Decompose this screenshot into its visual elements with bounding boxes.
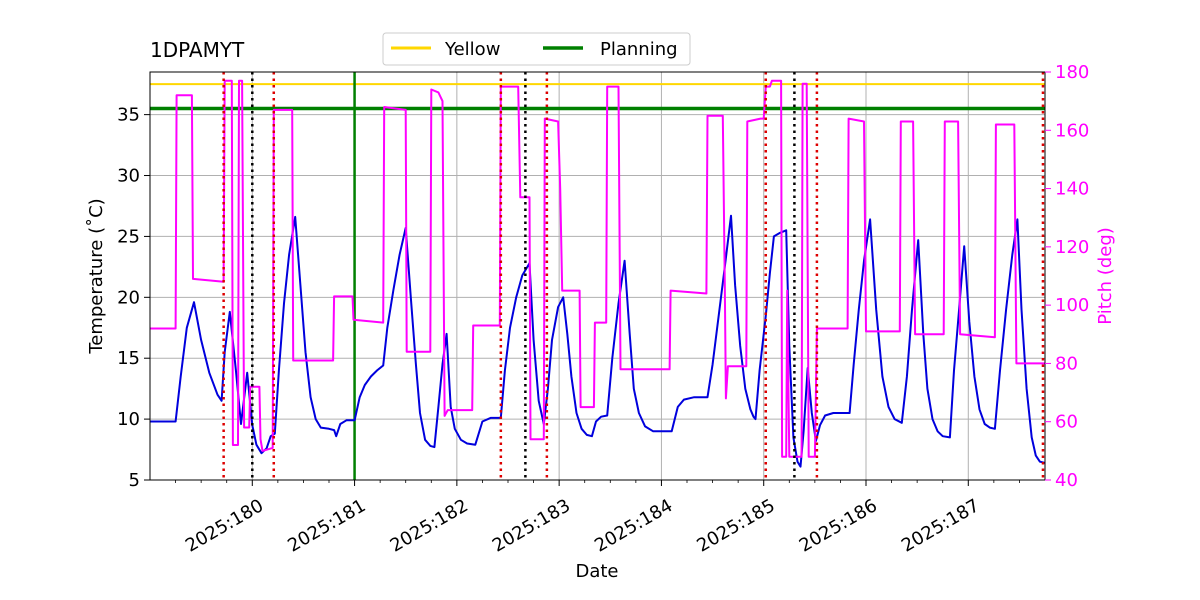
y-axis-right-label: Pitch (deg)	[1095, 227, 1116, 325]
x-axis: 2025:180 2025:181 2025:182 2025:183 2025:184…	[175, 480, 1020, 557]
y-left-tick-label: 35	[117, 105, 140, 126]
y-right-tick-label: 140	[1055, 179, 1089, 200]
y-axis-left: 5 10 15 20 25 30 35	[117, 105, 150, 491]
y-left-tick-label: 20	[117, 287, 140, 308]
x-tick-label: 2025:184	[591, 495, 676, 556]
y-left-tick-label: 15	[117, 348, 140, 369]
y-left-tick-label: 25	[117, 226, 140, 247]
legend: Yellow Planning	[382, 32, 691, 66]
legend-box	[382, 32, 691, 66]
y-right-tick-label: 120	[1055, 237, 1089, 258]
x-tick-label: 2025:183	[489, 495, 574, 556]
x-tick-label: 2025:181	[284, 495, 369, 556]
y-right-tick-label: 80	[1055, 353, 1078, 374]
y-right-tick-label: 40	[1055, 470, 1078, 491]
y-left-tick-label: 5	[129, 470, 140, 491]
pitch-series-line	[150, 79, 1045, 458]
limit-lines	[150, 72, 1045, 480]
y-right-tick-label: 180	[1055, 62, 1089, 83]
chart-title: 1DPAMYT	[150, 38, 245, 62]
x-tick-label: 2025:187	[898, 495, 983, 556]
temperature-series-line	[150, 214, 1045, 468]
y-left-tick-label: 30	[117, 166, 140, 187]
legend-label-yellow: Yellow	[444, 39, 500, 60]
y-right-tick-label: 100	[1055, 295, 1089, 316]
y-axis-right: 40 60 80 100 120 140 160 180	[1045, 62, 1089, 491]
x-tick-label: 2025:180	[182, 495, 267, 556]
x-axis-label: Date	[575, 561, 618, 582]
legend-label-planning: Planning	[600, 39, 678, 60]
plot-frame	[149, 71, 1046, 481]
y-right-tick-label: 60	[1055, 412, 1078, 433]
x-tick-label: 2025:186	[796, 495, 881, 556]
y-right-tick-label: 160	[1055, 120, 1089, 141]
x-tick-label: 2025:182	[387, 495, 472, 556]
event-markers	[222, 72, 1045, 480]
x-tick-label: 2025:185	[693, 495, 778, 556]
y-axis-left-label: Temperature (˚C)	[86, 198, 107, 354]
series	[150, 79, 1045, 468]
y-left-tick-label: 10	[117, 409, 140, 430]
